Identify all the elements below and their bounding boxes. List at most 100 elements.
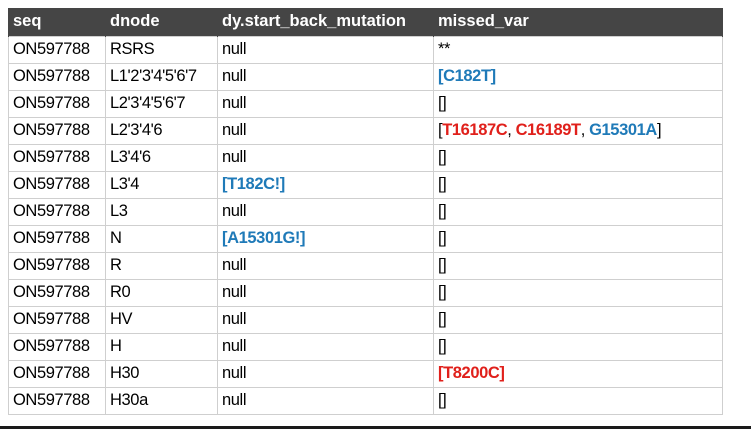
- cell-dnode: H: [105, 332, 218, 361]
- cell-dnode: L3'4'6: [105, 143, 218, 172]
- token: []: [438, 229, 447, 247]
- table-header: seq dnode dy.start_back_mutation missed_…: [8, 8, 723, 36]
- cell-seq: ON597788: [8, 278, 106, 307]
- cell-missed-var: [C182T]: [433, 62, 723, 91]
- table-row: ON597788 L1'2'3'4'5'6'7 null [C182T]: [8, 62, 723, 91]
- cell-seq: ON597788: [8, 386, 106, 415]
- cell-dnode: L3: [105, 197, 218, 226]
- cell-start-back-mutation: null: [217, 89, 434, 118]
- cell-missed-var: []: [433, 251, 723, 280]
- token: **: [438, 40, 451, 58]
- cell-missed-var: []: [433, 170, 723, 199]
- cell-start-back-mutation: null: [217, 197, 434, 226]
- bottom-border: [0, 426, 751, 429]
- cell-start-back-mutation: null: [217, 305, 434, 334]
- token: G15301A: [589, 121, 657, 139]
- token: null: [222, 121, 247, 139]
- token: ,: [507, 121, 516, 139]
- table-row: ON597788 RSRS null **: [8, 35, 723, 64]
- cell-dnode: L1'2'3'4'5'6'7: [105, 62, 218, 91]
- table-row: ON597788 R0 null []: [8, 278, 723, 307]
- table-row: ON597788 H30a null []: [8, 386, 723, 415]
- cell-missed-var: []: [433, 197, 723, 226]
- cell-start-back-mutation: null: [217, 251, 434, 280]
- cell-missed-var: []: [433, 224, 723, 253]
- cell-dnode: L3'4: [105, 170, 218, 199]
- cell-start-back-mutation: null: [217, 143, 434, 172]
- cell-dnode: R0: [105, 278, 218, 307]
- cell-start-back-mutation: null: [217, 332, 434, 361]
- cell-seq: ON597788: [8, 251, 106, 280]
- token: [C182T]: [438, 67, 496, 85]
- token: null: [222, 67, 247, 85]
- table-row: ON597788 L2'3'4'5'6'7 null []: [8, 89, 723, 118]
- cell-missed-var: []: [433, 332, 723, 361]
- header-dnode: dnode: [105, 8, 218, 36]
- data-table: seq dnode dy.start_back_mutation missed_…: [8, 8, 723, 415]
- table-row: ON597788 L2'3'4'6 null [T16187C, C16189T, G…: [8, 116, 723, 145]
- cell-seq: ON597788: [8, 116, 106, 145]
- cell-start-back-mutation: null: [217, 359, 434, 388]
- cell-start-back-mutation: null: [217, 116, 434, 145]
- token: []: [438, 202, 447, 220]
- cell-start-back-mutation: [T182C!]: [217, 170, 434, 199]
- token: T16187C: [442, 121, 508, 139]
- cell-missed-var: []: [433, 143, 723, 172]
- token: ]: [656, 121, 662, 139]
- cell-missed-var: []: [433, 89, 723, 118]
- cell-start-back-mutation: null: [217, 278, 434, 307]
- table-row: ON597788 H30 null [T8200C]: [8, 359, 723, 388]
- cell-missed-var: [T8200C]: [433, 359, 723, 388]
- token: null: [222, 283, 247, 301]
- token: []: [438, 175, 447, 193]
- token: []: [438, 283, 447, 301]
- table-row: ON597788 L3 null []: [8, 197, 723, 226]
- token: ,: [580, 121, 590, 139]
- cell-dnode: N: [105, 224, 218, 253]
- token: null: [222, 337, 247, 355]
- table-row: ON597788 L3'4'6 null []: [8, 143, 723, 172]
- table-row: ON597788 L3'4 [T182C!] []: [8, 170, 723, 199]
- token: null: [222, 40, 247, 58]
- cell-seq: ON597788: [8, 305, 106, 334]
- cell-start-back-mutation: [A15301G!]: [217, 224, 434, 253]
- cell-dnode: H30a: [105, 386, 218, 415]
- table-row: ON597788 HV null []: [8, 305, 723, 334]
- token: []: [438, 310, 447, 328]
- token: null: [222, 94, 247, 112]
- cell-seq: ON597788: [8, 35, 106, 64]
- cell-seq: ON597788: [8, 359, 106, 388]
- header-seq: seq: [8, 8, 106, 36]
- cell-missed-var: [T16187C, C16189T, G15301A]: [433, 116, 723, 145]
- token: null: [222, 391, 247, 409]
- table-row: ON597788 N [A15301G!] []: [8, 224, 723, 253]
- cell-seq: ON597788: [8, 332, 106, 361]
- cell-seq: ON597788: [8, 62, 106, 91]
- token: null: [222, 202, 247, 220]
- header-start-back-mutation: dy.start_back_mutation: [217, 8, 434, 36]
- cell-dnode: R: [105, 251, 218, 280]
- token: []: [438, 391, 447, 409]
- cell-seq: ON597788: [8, 224, 106, 253]
- cell-start-back-mutation: null: [217, 386, 434, 415]
- cell-dnode: H30: [105, 359, 218, 388]
- cell-start-back-mutation: null: [217, 35, 434, 64]
- token: []: [438, 337, 447, 355]
- header-missed-var: missed_var: [433, 8, 723, 36]
- token: [T8200C]: [438, 364, 505, 382]
- token: [: [438, 121, 443, 139]
- cell-seq: ON597788: [8, 89, 106, 118]
- cell-missed-var: []: [433, 386, 723, 415]
- token: []: [438, 148, 447, 166]
- token: []: [438, 94, 447, 112]
- cell-dnode: L2'3'4'6: [105, 116, 218, 145]
- cell-start-back-mutation: null: [217, 62, 434, 91]
- cell-dnode: HV: [105, 305, 218, 334]
- cell-seq: ON597788: [8, 143, 106, 172]
- token: [A15301G!]: [222, 229, 306, 247]
- header-row: seq dnode dy.start_back_mutation missed_…: [8, 8, 723, 36]
- token: [T182C!]: [222, 175, 285, 193]
- token: null: [222, 364, 247, 382]
- cell-missed-var: []: [433, 305, 723, 334]
